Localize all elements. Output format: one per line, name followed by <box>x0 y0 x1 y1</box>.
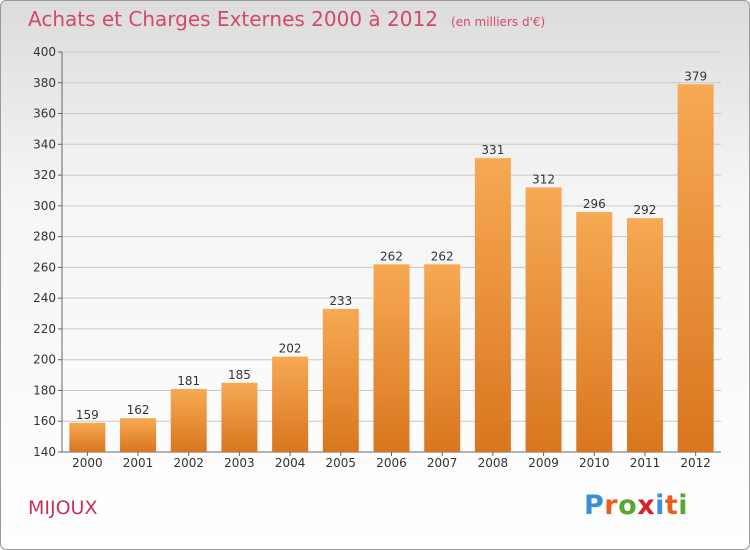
y-tick-label: 240 <box>33 291 56 305</box>
data-label: 312 <box>532 172 555 186</box>
x-tick-label: 2009 <box>528 456 559 470</box>
logo-letter: o <box>618 490 638 521</box>
bar <box>424 264 461 452</box>
data-label: 233 <box>329 294 352 308</box>
unit-text: (en milliers d'€) <box>451 15 546 29</box>
bar <box>322 308 359 452</box>
y-tick-label: 400 <box>33 45 56 59</box>
x-tick-label: 2005 <box>326 456 357 470</box>
bar <box>474 158 511 452</box>
data-label: 292 <box>634 203 657 217</box>
bar <box>69 422 106 452</box>
bar <box>677 84 714 453</box>
y-tick-label: 260 <box>33 260 56 274</box>
data-label: 331 <box>481 143 504 157</box>
data-label: 262 <box>431 249 454 263</box>
bar <box>120 418 157 452</box>
x-tick-label: 2002 <box>173 456 204 470</box>
data-label: 202 <box>279 342 302 356</box>
bar <box>525 187 562 452</box>
x-tick-label: 2003 <box>224 456 255 470</box>
bar <box>221 382 258 452</box>
bar <box>272 356 309 452</box>
y-tick-label: 340 <box>33 137 56 151</box>
data-label: 185 <box>228 368 251 382</box>
bar <box>576 212 613 452</box>
title-text: Achats et Charges Externes 2000 à 2012 <box>28 7 438 31</box>
logo-letter: i <box>678 490 689 521</box>
x-tick-label: 2001 <box>123 456 154 470</box>
y-tick-label: 160 <box>33 414 56 428</box>
y-tick-label: 300 <box>33 199 56 213</box>
y-tick-label: 380 <box>33 76 56 90</box>
y-tick-label: 280 <box>33 230 56 244</box>
data-label: 159 <box>76 408 99 422</box>
y-tick-label: 140 <box>33 445 56 459</box>
y-tick-label: 180 <box>33 383 56 397</box>
x-tick-label: 2008 <box>478 456 509 470</box>
data-label: 181 <box>177 374 200 388</box>
x-tick-label: 2007 <box>427 456 458 470</box>
bar <box>626 218 663 452</box>
bar <box>170 388 207 452</box>
x-tick-label: 2012 <box>680 456 711 470</box>
y-tick-label: 220 <box>33 322 56 336</box>
logo-letter: i <box>655 490 665 521</box>
logo-letter: t <box>664 490 679 521</box>
data-label: 379 <box>684 69 707 83</box>
logo-letter: x <box>637 490 656 521</box>
logo-letter: r <box>604 490 619 521</box>
data-label: 162 <box>127 403 150 417</box>
proxiti-logo: Proxiti <box>584 490 688 521</box>
x-tick-label: 2000 <box>72 456 103 470</box>
chart-title: Achats et Charges Externes 2000 à 2012 (… <box>28 7 545 31</box>
data-label: 296 <box>583 197 606 211</box>
x-tick-label: 2011 <box>630 456 661 470</box>
town-name: MIJOUX <box>28 497 98 519</box>
data-label: 262 <box>380 249 403 263</box>
y-tick-label: 200 <box>33 353 56 367</box>
x-tick-label: 2006 <box>376 456 407 470</box>
bar <box>373 264 410 452</box>
x-tick-label: 2010 <box>579 456 610 470</box>
logo-letter: P <box>584 490 605 521</box>
y-tick-label: 320 <box>33 168 56 182</box>
y-tick-label: 360 <box>33 107 56 121</box>
x-tick-label: 2004 <box>275 456 306 470</box>
